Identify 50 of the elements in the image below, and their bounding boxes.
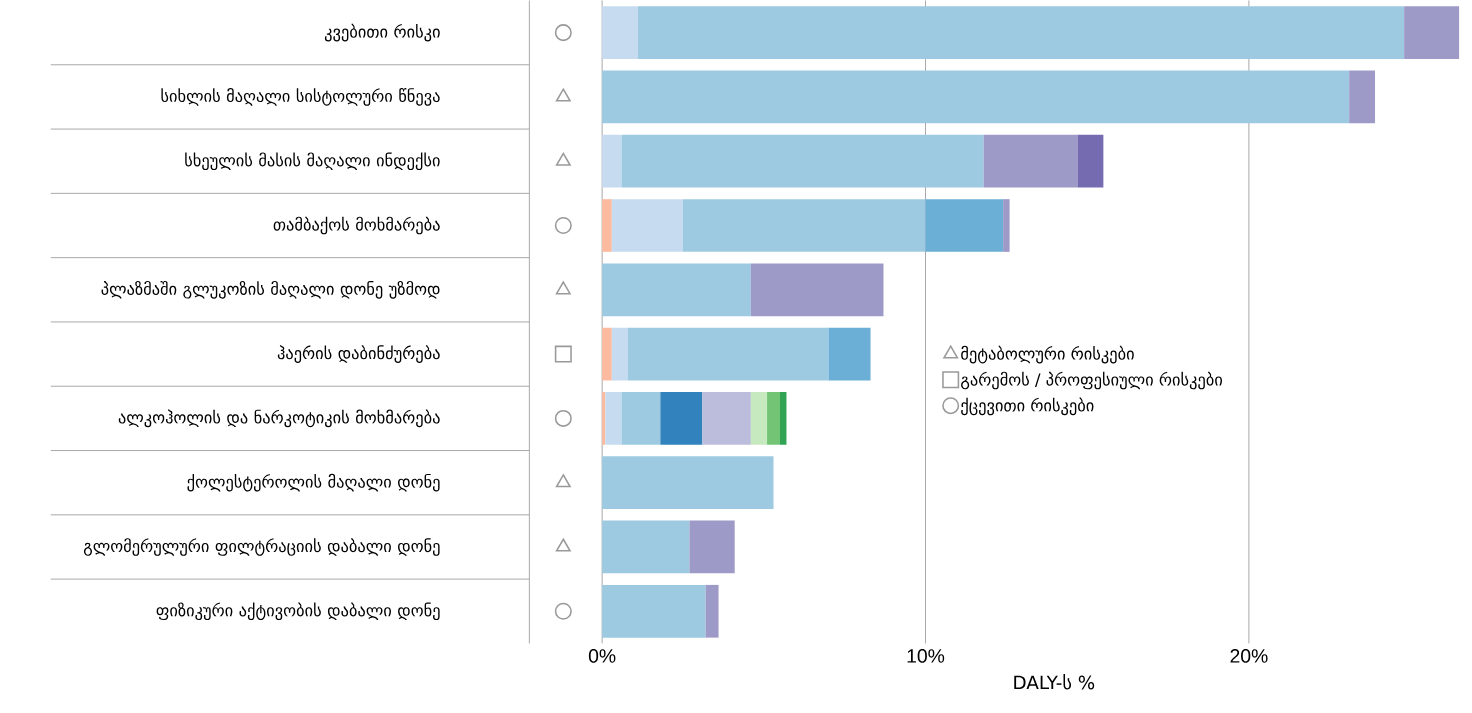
bar	[682, 199, 926, 252]
bar	[605, 392, 622, 445]
x-tick-label: 0%	[588, 649, 616, 663]
legend-label: ქცევითი რისკები	[961, 397, 1094, 416]
bar	[602, 392, 606, 445]
y-tick-label: გლომერულური ფილტრაციის დაბალი დონე	[83, 538, 440, 556]
bar	[767, 392, 780, 445]
bar	[828, 327, 871, 381]
bar	[621, 392, 661, 445]
bar	[983, 134, 1078, 188]
bar	[1404, 6, 1460, 59]
bar	[1003, 199, 1010, 252]
bar	[750, 263, 884, 317]
legend-label: მეტაბოლური რისკები	[961, 345, 1134, 364]
bar	[611, 327, 628, 381]
bar	[627, 327, 829, 381]
y-tick-label: ფიზიკური აქტივობის დაბალი დონე	[156, 602, 440, 621]
y-tick-label: კვებითი რისკი	[324, 23, 440, 42]
bar	[602, 199, 612, 252]
bar	[1349, 70, 1376, 124]
bar	[660, 392, 703, 445]
bar	[602, 456, 774, 510]
y-tick-label: თამბაქოს მოხმარება	[273, 216, 440, 235]
y-tick-label: სხეულის მასის მაღალი ინდექსი	[185, 152, 440, 171]
bar	[602, 6, 638, 59]
bar	[602, 263, 751, 317]
bar	[621, 134, 984, 188]
y-tick-label: სიხლის მაღალი სისტოლური წნევა	[161, 88, 440, 106]
x-tick-label: 10%	[907, 649, 945, 663]
bar	[750, 392, 768, 445]
bar	[637, 6, 1405, 59]
bar	[705, 584, 719, 638]
bar	[702, 392, 751, 445]
bar	[602, 134, 622, 188]
bar	[1077, 134, 1104, 188]
x-axis-title: DALY-ს %	[1014, 673, 1095, 690]
x-tick-label: 20%	[1230, 649, 1268, 663]
y-tick-label: პლაზმაში გლუკოზის მაღალი დონე უზმოდ	[101, 280, 440, 299]
bar	[602, 584, 706, 638]
bar	[602, 70, 1350, 124]
bar	[925, 199, 1004, 252]
legend-label: გარემოს / პროფესიული რისკები	[961, 371, 1223, 390]
y-tick-label: ქოლესტეროლის მაღალი დონე	[187, 473, 440, 492]
y-tick-label: ალკოჰოლის და ნარკოტიკის მოხმარება	[118, 409, 440, 428]
bar	[689, 520, 735, 574]
bar	[611, 199, 683, 252]
bar	[602, 327, 612, 381]
bar	[779, 392, 787, 445]
y-tick-label: ჰაერის დაბინძურება	[277, 345, 440, 363]
bar	[602, 520, 690, 574]
